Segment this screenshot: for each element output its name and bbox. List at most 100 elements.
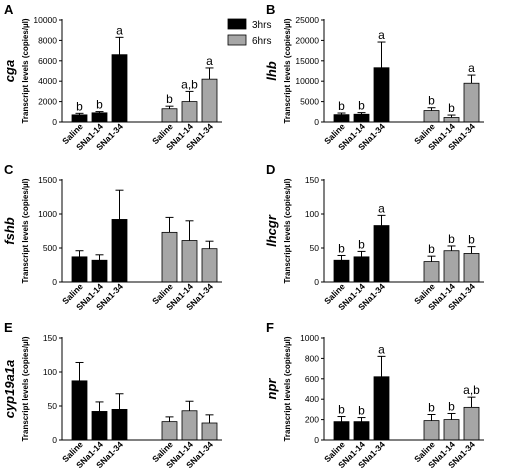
- significance-label: a: [206, 54, 213, 68]
- bar-6hrs-saline: [161, 231, 178, 283]
- y-tick-label: 0: [314, 277, 319, 287]
- significance-label: b: [448, 232, 455, 246]
- significance-label: b: [76, 99, 83, 113]
- y-tick-label: 0: [52, 277, 57, 287]
- bar-6hrs-saline: [423, 420, 440, 441]
- bar-6hrs-sna1-34: [463, 406, 480, 441]
- y-tick-label: 20000: [295, 35, 319, 45]
- panel-letter: B: [266, 2, 275, 17]
- bar-3hrs-sna1-34: [111, 54, 128, 123]
- gene-label: lhcgr: [264, 214, 279, 247]
- bar-3hrs-sna1-14: [353, 113, 370, 123]
- bar-3hrs-saline: [333, 114, 350, 123]
- y-axis-label: Transcript levels (copies/µl): [21, 178, 30, 283]
- bar-6hrs-sna1-34: [201, 78, 218, 123]
- bar-3hrs-sna1-34: [111, 219, 128, 283]
- panel-letter: C: [4, 162, 14, 177]
- legend-swatch-3hrs: [227, 18, 247, 30]
- significance-label: a: [116, 23, 123, 37]
- y-tick-label: 100: [305, 209, 319, 219]
- gene-label: cga: [2, 60, 17, 82]
- y-tick-label: 50: [48, 401, 58, 411]
- y-tick-label: 500: [43, 243, 57, 253]
- y-tick-label: 200: [305, 415, 319, 425]
- panel-letter: E: [4, 320, 13, 335]
- gene-label: lhb: [264, 61, 279, 81]
- y-tick-label: 4000: [38, 76, 57, 86]
- bar-6hrs-sna1-34: [201, 422, 218, 441]
- legend-swatch-6hrs: [227, 34, 247, 46]
- bar-6hrs-sna1-14: [181, 101, 198, 123]
- significance-label: b: [338, 403, 345, 417]
- bar-6hrs-saline: [423, 261, 440, 283]
- y-tick-label: 1500: [38, 175, 57, 185]
- bar-3hrs-sna1-14: [91, 259, 108, 283]
- significance-label: a,b: [181, 77, 198, 91]
- bar-3hrs-sna1-14: [353, 421, 370, 441]
- y-tick-label: 100: [43, 367, 57, 377]
- legend-label: 3hrs: [252, 20, 271, 31]
- y-tick-label: 150: [43, 333, 57, 343]
- significance-label: b: [358, 237, 365, 251]
- y-tick-label: 15000: [295, 56, 319, 66]
- y-tick-label: 5000: [300, 97, 319, 107]
- y-tick-label: 1000: [300, 333, 319, 343]
- significance-label: a: [378, 28, 385, 42]
- y-axis-label: Transcript levels (copies/µl): [21, 336, 30, 441]
- legend-label: 6hrs: [252, 36, 271, 47]
- significance-label: b: [428, 401, 435, 415]
- y-axis-label: Transcript levels (copies/µl): [283, 336, 292, 441]
- gene-label: cyp19a1a: [2, 360, 17, 419]
- y-tick-label: 6000: [38, 56, 57, 66]
- bar-3hrs-sna1-34: [373, 67, 390, 123]
- significance-label: b: [338, 99, 345, 113]
- bar-3hrs-sna1-14: [91, 112, 108, 123]
- bar-6hrs-sna1-14: [443, 419, 460, 441]
- significance-label: b: [358, 404, 365, 418]
- significance-label: b: [428, 242, 435, 256]
- y-tick-label: 8000: [38, 35, 57, 45]
- y-axis-label: Transcript levels (copies/µl): [21, 18, 30, 123]
- y-tick-label: 400: [305, 394, 319, 404]
- significance-label: b: [166, 92, 173, 106]
- y-tick-label: 2000: [38, 97, 57, 107]
- bar-6hrs-sna1-14: [443, 250, 460, 283]
- y-tick-label: 0: [314, 117, 319, 127]
- bar-6hrs-sna1-34: [201, 248, 218, 283]
- y-axis-label: Transcript levels (copies/µl): [283, 18, 292, 123]
- significance-label: a,b: [463, 383, 480, 397]
- bar-3hrs-sna1-34: [373, 225, 390, 283]
- y-tick-label: 600: [305, 374, 319, 384]
- significance-label: b: [448, 399, 455, 413]
- bar-3hrs-sna1-14: [353, 256, 370, 283]
- y-tick-label: 800: [305, 353, 319, 363]
- bar-6hrs-saline: [161, 421, 178, 441]
- bar-6hrs-sna1-14: [443, 117, 460, 123]
- bar-3hrs-saline: [333, 259, 350, 283]
- gene-label: npr: [264, 378, 279, 400]
- y-tick-label: 0: [52, 117, 57, 127]
- bar-6hrs-sna1-14: [181, 410, 198, 441]
- panel-letter: D: [266, 162, 275, 177]
- bar-3hrs-saline: [71, 114, 88, 123]
- significance-label: b: [448, 101, 455, 115]
- y-tick-label: 50: [310, 243, 320, 253]
- y-tick-label: 25000: [295, 15, 319, 25]
- significance-label: b: [338, 241, 345, 255]
- y-tick-label: 10000: [33, 15, 57, 25]
- bar-3hrs-saline: [333, 421, 350, 441]
- significance-label: a: [468, 61, 475, 75]
- legend: 3hrs 6hrs: [227, 18, 271, 47]
- significance-label: b: [358, 99, 365, 113]
- y-tick-label: 150: [305, 175, 319, 185]
- bar-6hrs-sna1-34: [463, 82, 480, 123]
- bar-6hrs-sna1-34: [463, 253, 480, 283]
- bar-6hrs-saline: [423, 110, 440, 123]
- y-tick-label: 10000: [295, 76, 319, 86]
